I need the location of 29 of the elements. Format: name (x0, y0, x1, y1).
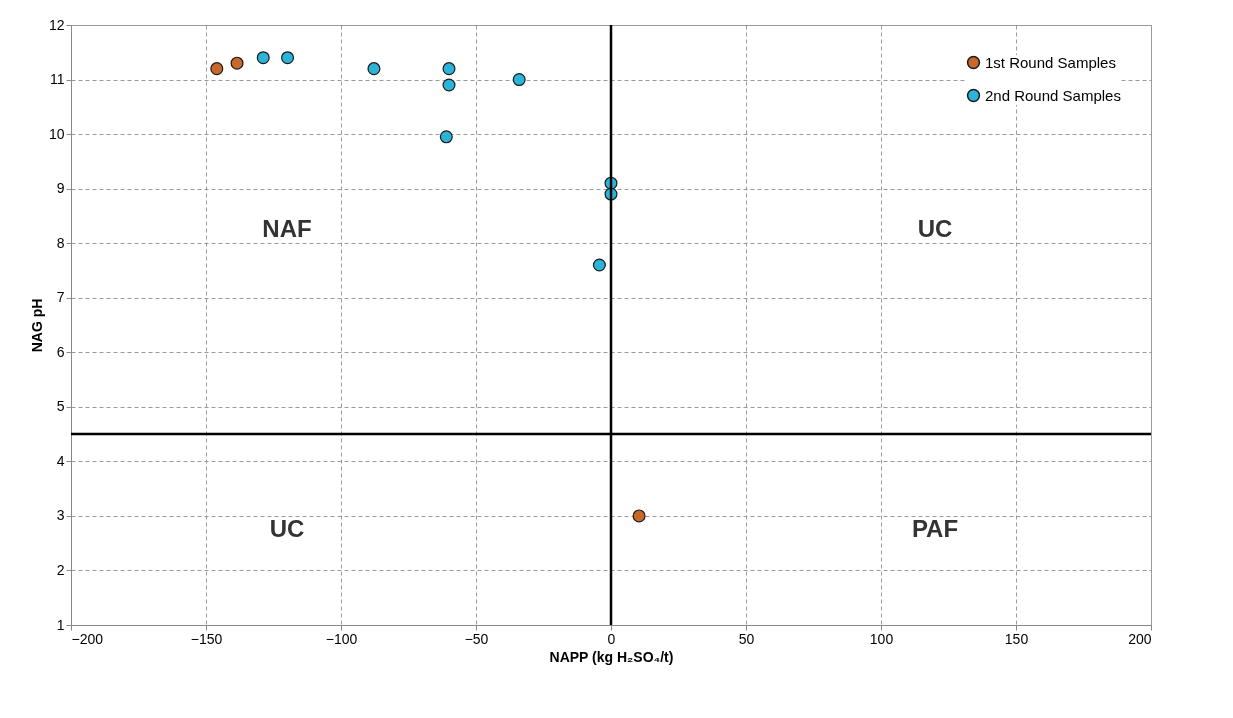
y-tick-label: 6 (56, 343, 65, 360)
x-tick-label: −150 (190, 630, 223, 647)
x-tick-label: −100 (325, 630, 358, 647)
y-tick-label: 5 (56, 398, 65, 415)
x-tick-label: 50 (738, 630, 755, 647)
annotation: PAF (911, 514, 959, 542)
y-tick-label: 11 (49, 71, 65, 88)
x-axis-title: NAPP (kg H₂SO₄/t) (549, 648, 674, 665)
x-tick-label: −50 (464, 630, 489, 647)
legend-label: 2nd Round Samples (985, 86, 1121, 104)
y-tick-label: 1 (56, 616, 65, 633)
y-tick-label: 9 (56, 180, 65, 197)
y-tick-label: 12 (48, 16, 65, 33)
y-tick-label: 8 (56, 234, 65, 251)
x-tick-label: 200 (1128, 630, 1152, 647)
annotation: NAF (262, 214, 312, 242)
x-tick-label: −200 (71, 630, 104, 647)
y-axis-title: NAG pH (28, 298, 45, 353)
y-tick-label: 4 (56, 452, 65, 469)
y-tick-label: 3 (56, 507, 65, 524)
x-tick-label: 100 (869, 630, 894, 647)
legend-label: 1st Round Samples (985, 53, 1116, 71)
annotation: UC (269, 514, 305, 542)
y-tick-label: 10 (48, 125, 65, 142)
x-tick-label: 150 (1004, 630, 1029, 647)
y-tick-label: 7 (56, 289, 65, 306)
annotation: UC (917, 214, 953, 242)
x-tick-label: 0 (607, 630, 616, 647)
y-tick-label: 2 (56, 561, 65, 578)
